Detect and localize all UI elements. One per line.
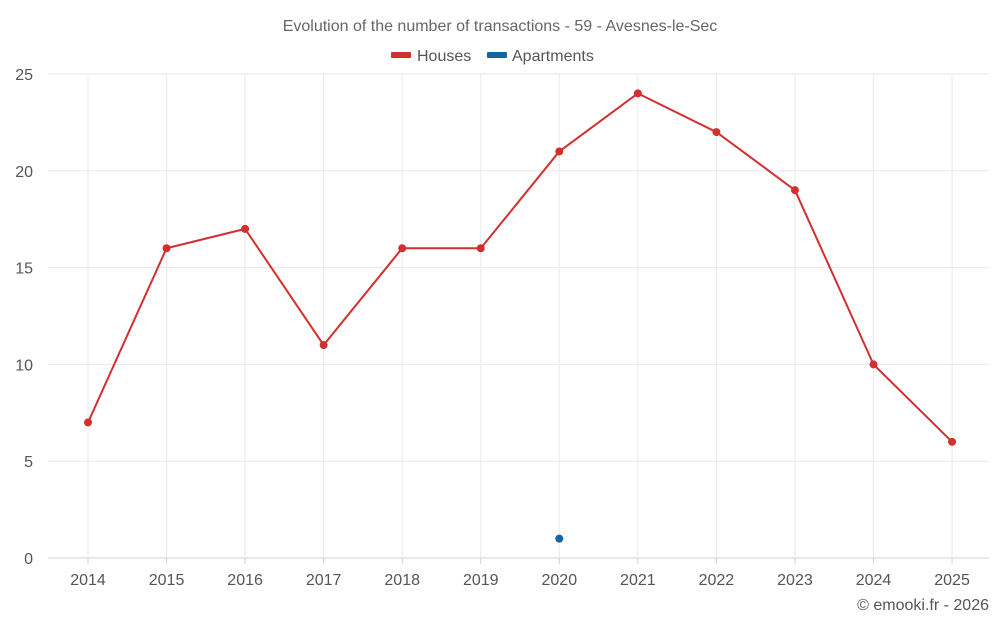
data-point-houses-2019[interactable]: Houses 2019: 16 xyxy=(476,244,485,253)
data-point-houses-2025[interactable]: Houses 2025: 6 xyxy=(948,437,957,446)
x-tick-label-2019: 2019 xyxy=(463,572,499,589)
chart-title: Evolution of the number of transactions … xyxy=(283,18,718,35)
x-tick-label-2025: 2025 xyxy=(934,572,970,589)
legend-swatch-apartments xyxy=(487,52,507,58)
y-axis: 0 5 10 15 20 25 xyxy=(15,67,33,568)
x-tick-label-2016: 2016 xyxy=(227,572,263,589)
data-point-houses-2021[interactable]: Houses 2021: 24 xyxy=(633,89,642,98)
legend-swatch-houses xyxy=(391,52,411,58)
data-point-houses-2016[interactable]: Houses 2016: 17 xyxy=(241,224,250,233)
data-point-houses-2023[interactable]: Houses 2023: 19 xyxy=(790,186,799,195)
data-point-houses-2022[interactable]: Houses 2022: 22 xyxy=(712,128,721,137)
credit-text: © emooki.fr - 2026 xyxy=(857,597,989,614)
series-line-houses xyxy=(87,92,953,443)
x-tick-label-2020: 2020 xyxy=(542,572,578,589)
x-tick-label-2022: 2022 xyxy=(699,572,735,589)
x-tick-label-2023: 2023 xyxy=(777,572,813,589)
series-layer: Houses 2014: 7 Houses 2015: 16 Houses 2016… xyxy=(84,89,957,543)
x-tick-label-2014: 2014 xyxy=(70,572,106,589)
legend: Houses Apartments xyxy=(391,48,594,65)
x-tick-label-2017: 2017 xyxy=(306,572,342,589)
data-point-houses-2015[interactable]: Houses 2015: 16 xyxy=(162,244,171,253)
y-tick-label-20: 20 xyxy=(15,164,33,181)
legend-label-apartments[interactable]: Apartments xyxy=(512,48,594,65)
data-point-apartments-2020[interactable]: Apartments 2020: 1 xyxy=(555,534,564,543)
x-tick-label-2015: 2015 xyxy=(149,572,185,589)
y-tick-label-15: 15 xyxy=(15,261,33,278)
y-tick-label-10: 10 xyxy=(15,357,33,374)
data-point-houses-2017[interactable]: Houses 2017: 11 xyxy=(319,341,328,350)
x-axis: 2014 2015 2016 2017 2018 2019 2020 2021 2022 2023… xyxy=(70,558,970,589)
x-tick-label-2018: 2018 xyxy=(384,572,420,589)
grid xyxy=(48,73,989,559)
data-point-houses-2024[interactable]: Houses 2024: 10 xyxy=(869,360,878,369)
x-tick-label-2024: 2024 xyxy=(856,572,892,589)
legend-label-houses[interactable]: Houses xyxy=(417,48,471,65)
x-tick-label-2021: 2021 xyxy=(620,572,656,589)
y-tick-label-5: 5 xyxy=(24,454,33,471)
y-tick-label-0: 0 xyxy=(24,551,33,568)
data-point-houses-2018[interactable]: Houses 2018: 16 xyxy=(398,244,407,253)
data-point-houses-2014[interactable]: Houses 2014: 7 xyxy=(84,418,92,427)
data-point-houses-2020[interactable]: Houses 2020: 21 xyxy=(555,147,564,156)
y-tick-label-25: 25 xyxy=(15,67,33,84)
